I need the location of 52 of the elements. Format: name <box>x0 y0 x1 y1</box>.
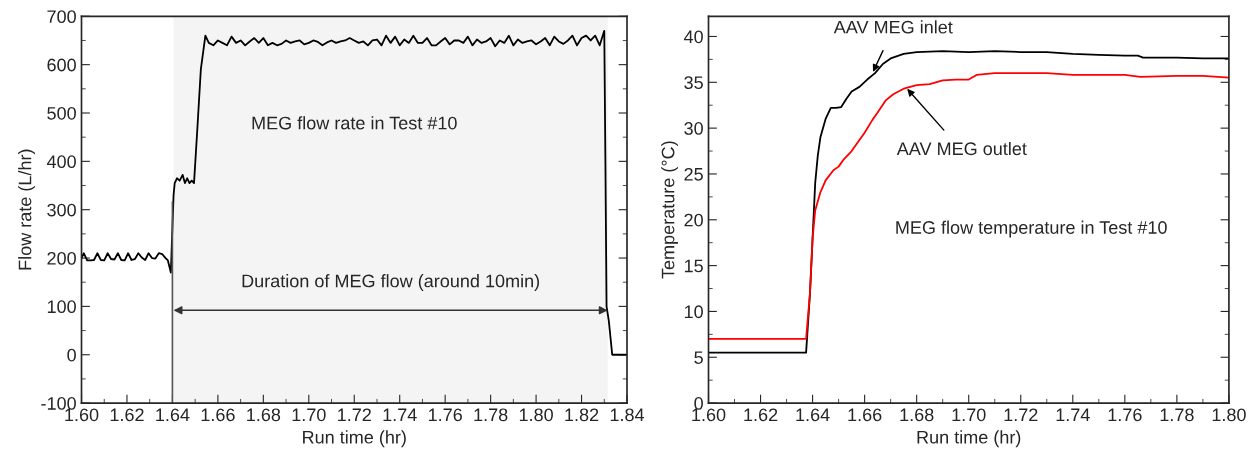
x-tick-label: 1.80 <box>1212 408 1246 422</box>
y-tick-label: 20 <box>684 213 703 227</box>
x-tick-label: 1.60 <box>692 408 726 422</box>
line-series <box>81 29 627 356</box>
y-tick-label: 300 <box>47 203 76 217</box>
x-tick-label: 1.68 <box>900 408 934 422</box>
y-tick-label: 40 <box>683 30 703 44</box>
x-tick-label: 1.66 <box>848 408 882 422</box>
band-label: Duration of MEG flow (around 10min) <box>242 274 540 291</box>
x-tick-label: 1.64 <box>796 408 830 422</box>
y-tick-label: 0 <box>694 397 703 410</box>
x-tick-label: 1.80 <box>519 408 553 422</box>
y-tick-label: 100 <box>47 300 76 314</box>
x-tick-label: 1.72 <box>1004 408 1038 422</box>
x-axis-title: Run time (hr) <box>303 430 406 448</box>
x-tick-label: 1.60 <box>65 408 99 422</box>
x-tick-label: 1.74 <box>1056 408 1090 422</box>
x-axis-title: Run time (hr) <box>917 430 1021 448</box>
x-tick-label: 1.68 <box>247 408 281 422</box>
y-tick-label: 15 <box>684 259 703 273</box>
y-axis-title: Temperature (°C) <box>661 141 679 279</box>
y-tick-label: 10 <box>684 305 703 319</box>
x-tick-label: 1.74 <box>383 408 417 422</box>
y-tick-label: 500 <box>47 106 76 120</box>
x-tick-label: 1.62 <box>744 408 778 422</box>
x-tick-label: 1.76 <box>1108 408 1142 422</box>
x-tick-label: 1.82 <box>565 408 599 422</box>
x-tick-label: 1.62 <box>110 408 144 422</box>
annotation: MEG flow temperature in Test #10 <box>896 220 1167 238</box>
y-tick-label: -100 <box>41 397 76 410</box>
y-tick-label: 30 <box>684 122 703 135</box>
y-tick-label: 600 <box>47 58 76 72</box>
y-tick-label: 5 <box>694 351 703 364</box>
x-tick-label: 1.78 <box>474 408 508 422</box>
y-tick-label: 200 <box>47 251 76 265</box>
y-tick-label: 0 <box>67 348 76 362</box>
y-tick-label: 400 <box>46 155 76 169</box>
y-tick-label: 35 <box>684 76 703 90</box>
x-tick-label: 1.84 <box>610 408 645 422</box>
x-tick-label: 1.78 <box>1160 408 1194 422</box>
x-tick-label: 1.66 <box>201 408 235 422</box>
x-tick-label: 1.64 <box>156 408 190 422</box>
annotation: AAV MEG outlet <box>896 141 1027 156</box>
annotation: MEG flow rate in Test #10 <box>252 116 457 130</box>
x-tick-label: 1.76 <box>428 408 462 422</box>
y-axis-title: Flow rate (L/hr) <box>18 149 35 270</box>
annotation: AAV MEG inlet <box>833 20 953 34</box>
y-tick-label: 700 <box>47 10 76 24</box>
y-tick-label: 25 <box>684 167 703 181</box>
x-tick-label: 1.70 <box>952 408 986 422</box>
x-tick-label: 1.70 <box>292 408 326 422</box>
x-tick-label: 1.72 <box>338 408 371 422</box>
